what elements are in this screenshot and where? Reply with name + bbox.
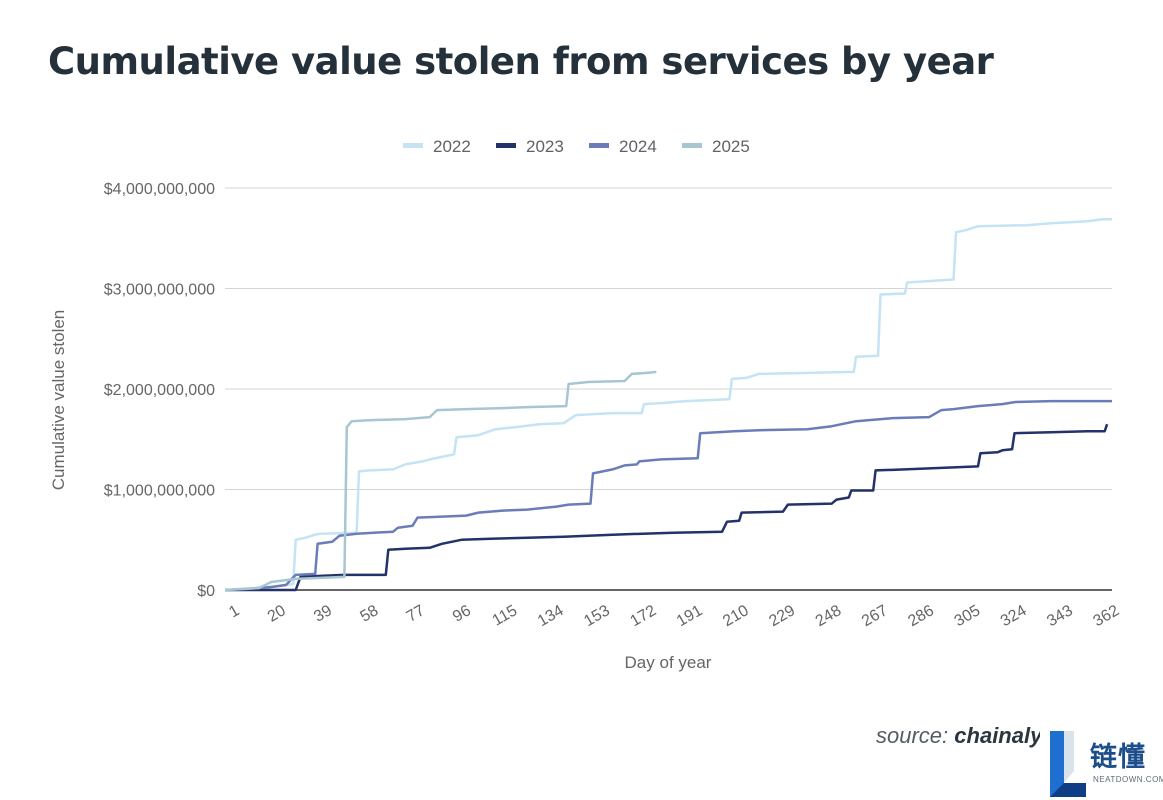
x-tick-label: 96 (450, 602, 474, 626)
series-line-2022 (224, 217, 1112, 592)
x-tick-label: 77 (404, 602, 428, 626)
x-tick-label: 153 (581, 602, 613, 630)
chart-legend: 2022 2023 2024 2025 (403, 137, 750, 156)
series-line-2023 (225, 423, 1109, 592)
source-prefix: source: (876, 723, 949, 748)
y-tick-label: $2,000,000,000 (104, 382, 215, 399)
x-tick-label: 58 (357, 602, 381, 626)
logo-chinese-text: 链懂 (1090, 742, 1146, 773)
y-tick-label: $4,000,000,000 (104, 181, 215, 198)
x-tick-label: 286 (905, 602, 937, 630)
x-tick-label: 229 (766, 602, 798, 630)
x-tick-label: 305 (952, 602, 984, 630)
legend-swatch-2022 (403, 143, 423, 148)
y-axis-title: Cumulative value stolen (49, 310, 68, 490)
series-line-2024 (224, 399, 1112, 592)
x-tick-label: 39 (311, 602, 335, 626)
x-tick-label: 191 (674, 602, 706, 630)
series-line-2025 (224, 370, 657, 592)
x-tick-label: 210 (720, 602, 752, 630)
y-tick-label: $1,000,000,000 (104, 483, 215, 500)
legend-swatch-2025 (682, 143, 702, 148)
x-tick-label: 362 (1091, 602, 1123, 630)
x-tick-label: 267 (859, 602, 891, 630)
x-tick-label: 343 (1044, 602, 1076, 630)
line-chart: $0 $1,000,000,000 $2,000,000,000 $3,000,000… (49, 137, 1123, 672)
x-tick-label: 1 (226, 602, 242, 621)
legend-swatch-2023 (496, 143, 516, 148)
legend-label-2025: 2025 (712, 137, 750, 156)
x-tick-label: 172 (628, 602, 660, 630)
source-credit: source: chainalysi (876, 723, 1061, 749)
x-tick-label: 324 (998, 602, 1030, 630)
legend-label-2022: 2022 (433, 137, 471, 156)
x-tick-label: 134 (535, 602, 567, 630)
y-tick-label: $0 (197, 583, 215, 600)
logo-english-text: NEATDOWN.COM (1093, 775, 1163, 784)
x-axis-title: Day of year (625, 653, 712, 672)
legend-swatch-2024 (589, 143, 609, 148)
y-tick-label: $3,000,000,000 (104, 282, 215, 299)
x-tick-label: 20 (265, 602, 289, 626)
page-title: Cumulative value stolen from services by… (48, 40, 994, 83)
x-tick-label: 115 (490, 602, 521, 630)
legend-label-2023: 2023 (526, 137, 564, 156)
legend-label-2024: 2024 (619, 137, 657, 156)
x-tick-label: 248 (813, 602, 845, 630)
blue-L-logo-icon (1050, 731, 1086, 797)
neatdown-logo: 链懂 NEATDOWN.COM (1040, 725, 1163, 800)
